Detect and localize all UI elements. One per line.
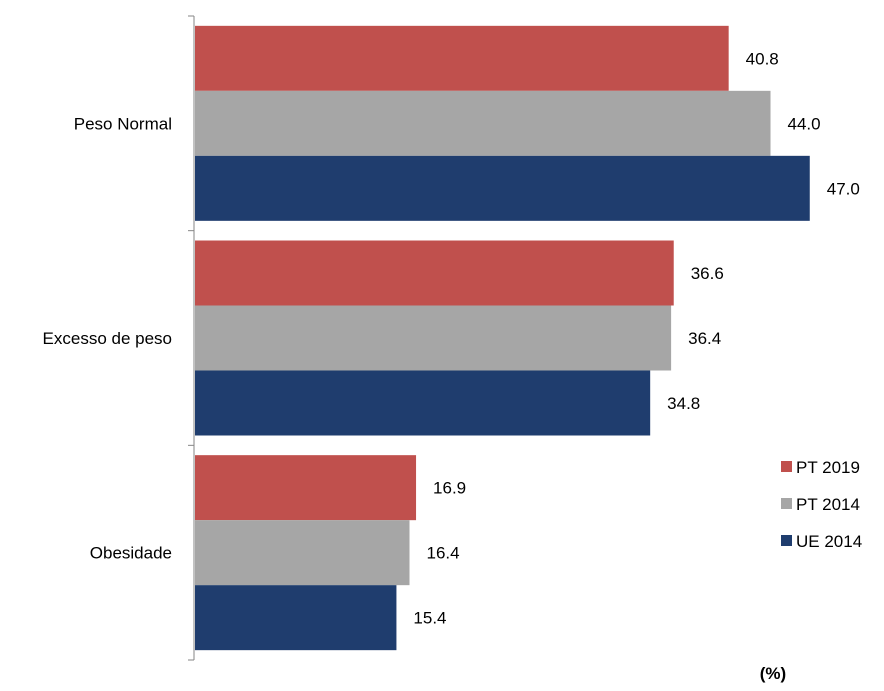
data-label-pt-2014-peso-normal: 44.0 <box>788 114 821 133</box>
legend-label-pt-2014: PT 2014 <box>796 495 860 514</box>
data-label-ue-2014-obesidade: 15.4 <box>413 609 446 628</box>
bar-pt-2014-obesidade <box>195 520 410 586</box>
bar-pt-2014-peso-normal <box>195 90 771 156</box>
category-axis <box>188 15 195 661</box>
labels: Peso Normal 40.8 44.0 47.0 Excesso de peso 36… <box>43 49 860 627</box>
data-label-ue-2014-excesso-de-peso: 34.8 <box>667 394 700 413</box>
category-label-peso-normal: Peso Normal <box>74 114 172 133</box>
bar-pt-2019-obesidade <box>195 455 417 521</box>
data-label-pt-2014-excesso-de-peso: 36.4 <box>688 329 721 348</box>
bar-pt-2014-excesso-de-peso <box>195 305 672 371</box>
data-label-ue-2014-peso-normal: 47.0 <box>827 179 860 198</box>
data-label-pt-2019-obesidade: 16.9 <box>433 479 466 498</box>
legend-swatch-ue-2014 <box>781 535 792 546</box>
data-label-pt-2019-peso-normal: 40.8 <box>746 49 779 68</box>
bar-pt-2019-peso-normal <box>195 25 729 91</box>
bar-ue-2014-obesidade <box>195 585 397 651</box>
category-label-obesidade: Obesidade <box>90 544 172 563</box>
category-label-excesso-de-peso: Excesso de peso <box>43 329 172 348</box>
bar-ue-2014-excesso-de-peso <box>195 370 651 436</box>
data-label-pt-2014-obesidade: 16.4 <box>427 544 460 563</box>
legend-swatch-pt-2014 <box>781 498 792 509</box>
legend-label-ue-2014: UE 2014 <box>796 532 862 551</box>
legend-label-pt-2019: PT 2019 <box>796 458 860 477</box>
bar-ue-2014-peso-normal <box>195 155 810 221</box>
bars <box>195 25 810 651</box>
legend-swatch-pt-2019 <box>781 461 792 472</box>
legend: PT 2019 PT 2014 UE 2014 <box>781 458 862 551</box>
bar-pt-2019-excesso-de-peso <box>195 240 674 306</box>
unit-label: (%) <box>760 664 786 683</box>
data-label-pt-2019-excesso-de-peso: 36.6 <box>691 264 724 283</box>
